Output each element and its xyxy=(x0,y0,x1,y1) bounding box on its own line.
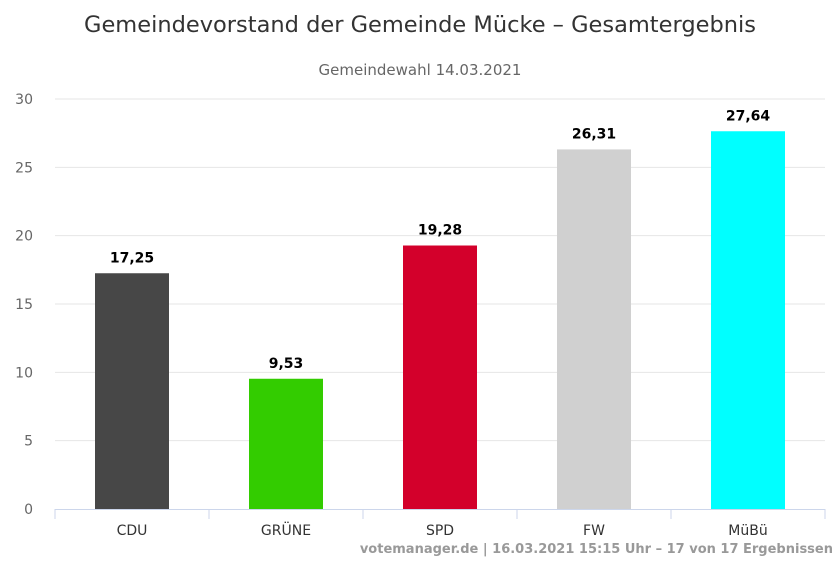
x-tick-label: MüBü xyxy=(728,523,767,539)
x-tick-label: GRÜNE xyxy=(261,521,311,539)
chart-subtitle: Gemeindewahl 14.03.2021 xyxy=(319,61,522,79)
y-axis-ticks: 0 5 10 15 20 25 30 xyxy=(15,92,33,518)
y-tick-label: 15 xyxy=(15,297,33,313)
x-tick-label: SPD xyxy=(426,523,454,539)
y-tick-label: 25 xyxy=(15,160,33,176)
data-label: 27,64 xyxy=(726,108,771,124)
data-labels: 17,25 9,53 19,28 26,31 27,64 xyxy=(110,108,771,372)
data-label: 9,53 xyxy=(269,356,304,372)
y-tick-label: 5 xyxy=(24,434,33,450)
bar[interactable] xyxy=(95,273,169,509)
data-label: 26,31 xyxy=(572,126,616,142)
bar[interactable] xyxy=(711,131,785,509)
data-label: 17,25 xyxy=(110,250,154,266)
y-tick-label: 0 xyxy=(24,502,33,518)
chart-title: Gemeindevorstand der Gemeinde Mücke – Ge… xyxy=(84,12,756,38)
x-axis: CDU GRÜNE SPD FW MüBü xyxy=(54,509,826,539)
bars xyxy=(95,131,785,510)
bar[interactable] xyxy=(249,378,323,509)
y-tick-label: 30 xyxy=(15,92,33,108)
credits-text[interactable]: votemanager.de | 16.03.2021 15:15 Uhr – … xyxy=(360,542,833,557)
bar[interactable] xyxy=(557,149,631,509)
y-tick-label: 20 xyxy=(15,229,33,245)
x-tick-label: CDU xyxy=(117,523,148,539)
x-tick-label: FW xyxy=(583,523,605,539)
bar[interactable] xyxy=(403,245,477,510)
y-tick-label: 10 xyxy=(15,365,33,381)
data-label: 19,28 xyxy=(418,223,462,239)
